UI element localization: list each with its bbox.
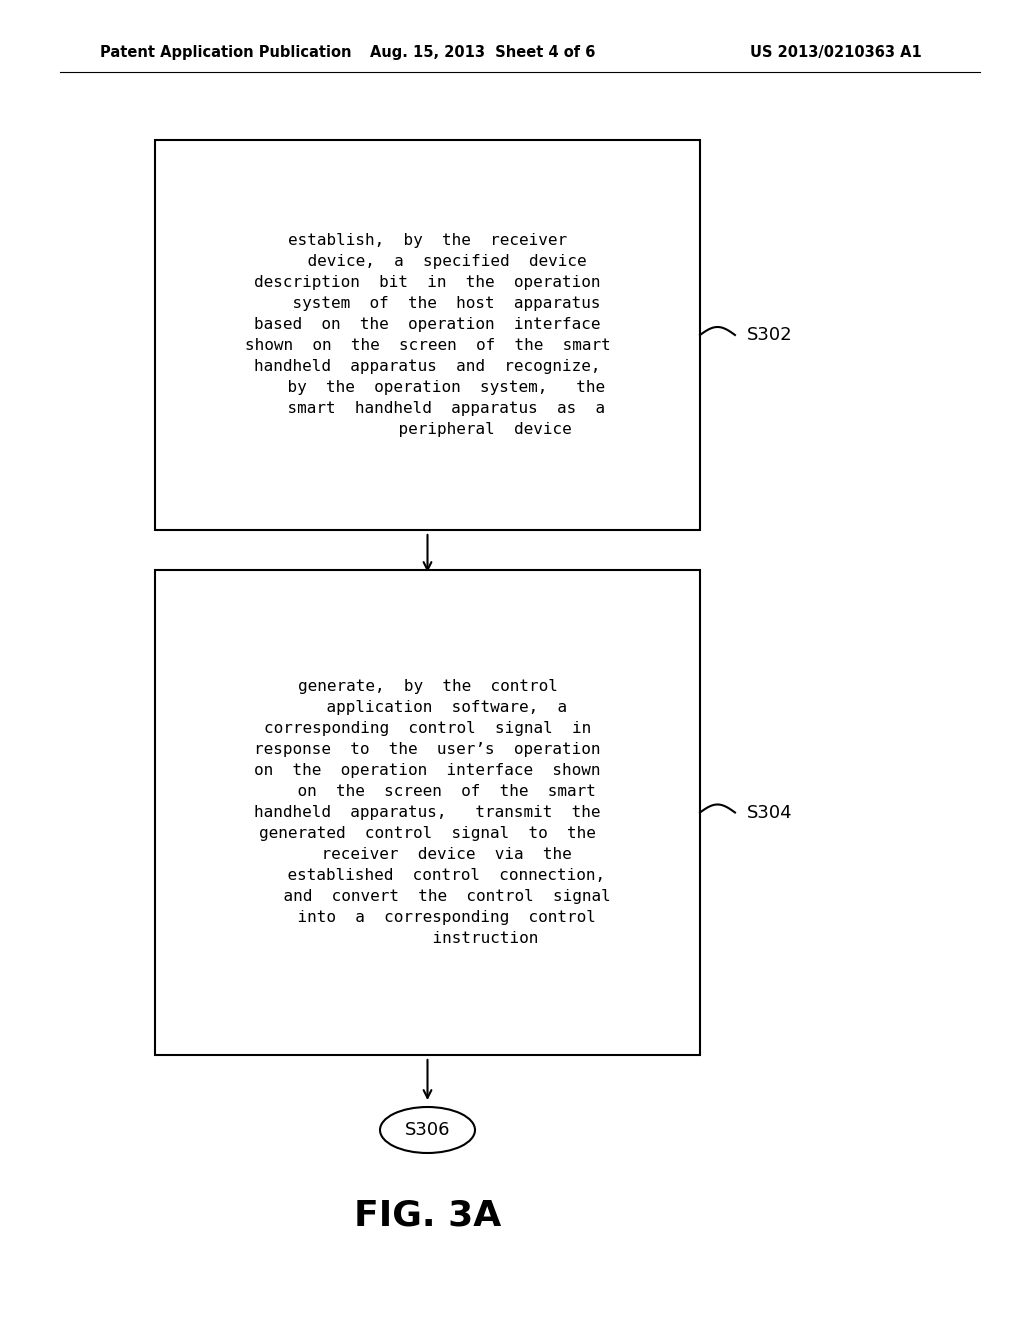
Bar xyxy=(155,140,700,531)
Text: S304: S304 xyxy=(746,804,793,821)
Text: S306: S306 xyxy=(404,1121,451,1139)
Text: establish,  by  the  receiver
    device,  a  specified  device
description  bit: establish, by the receiver device, a spe… xyxy=(245,234,610,437)
Ellipse shape xyxy=(380,1107,475,1152)
Text: Aug. 15, 2013  Sheet 4 of 6: Aug. 15, 2013 Sheet 4 of 6 xyxy=(370,45,595,61)
Text: generate,  by  the  control
    application  software,  a
corresponding  control: generate, by the control application sof… xyxy=(245,678,610,946)
Text: FIG. 3A: FIG. 3A xyxy=(354,1199,501,1232)
Text: US 2013/0210363 A1: US 2013/0210363 A1 xyxy=(750,45,922,61)
Text: S302: S302 xyxy=(746,326,793,345)
Bar xyxy=(155,570,700,1055)
Text: Patent Application Publication: Patent Application Publication xyxy=(100,45,351,61)
